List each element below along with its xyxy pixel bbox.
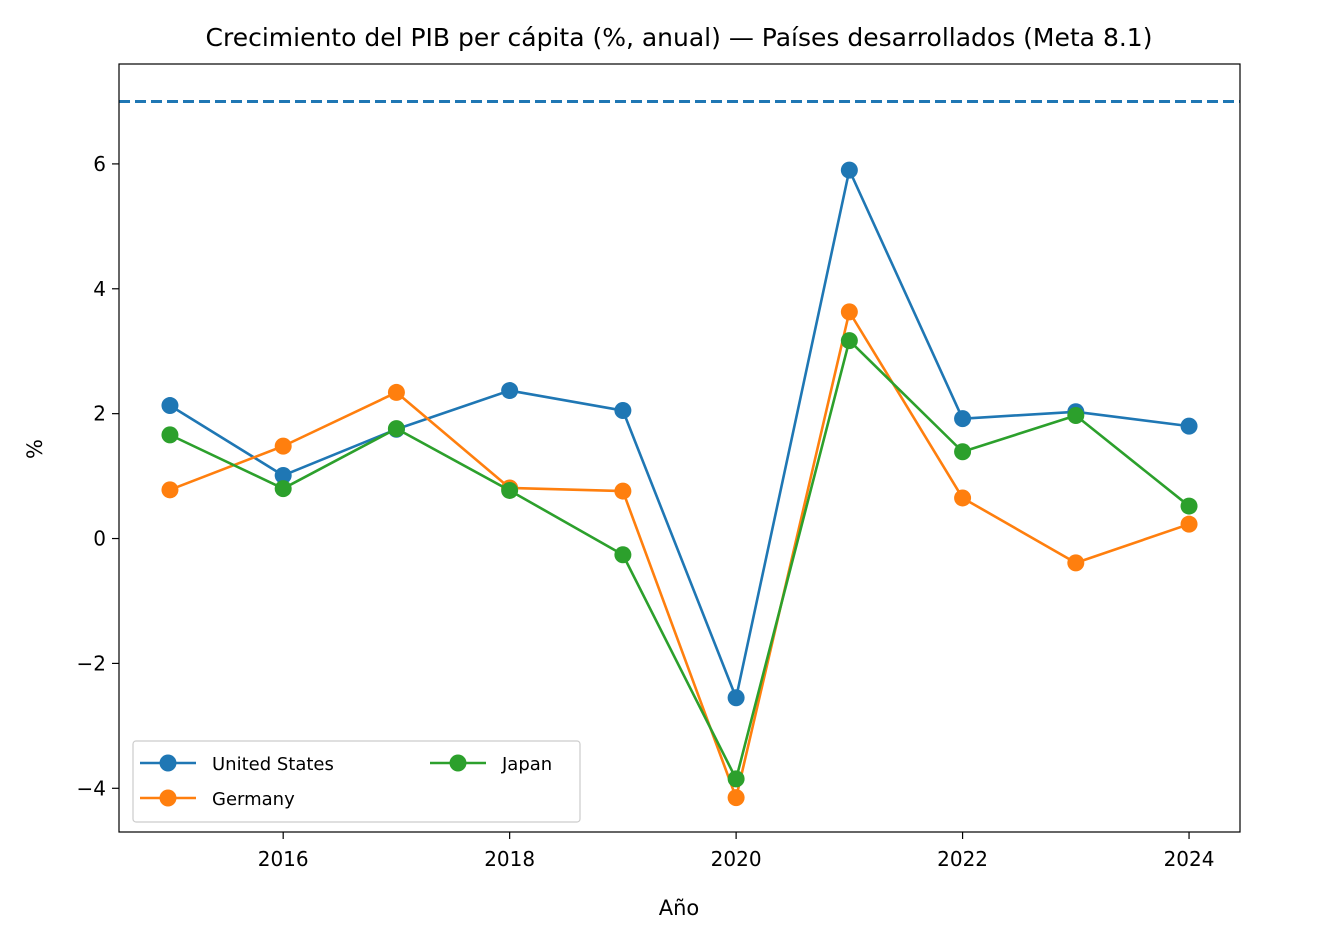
- x-tick-label: 2018: [484, 847, 535, 871]
- chart-title: Crecimiento del PIB per cápita (%, anual…: [206, 23, 1153, 52]
- data-point: [614, 482, 632, 500]
- x-axis-label: Año: [659, 896, 700, 920]
- data-point: [1180, 497, 1198, 515]
- data-point: [954, 443, 972, 461]
- data-point: [161, 481, 179, 499]
- data-point: [954, 410, 972, 428]
- legend-item: Japan: [430, 754, 552, 775]
- data-point: [274, 437, 292, 455]
- data-point: [161, 397, 179, 415]
- data-point: [954, 489, 972, 507]
- legend-label: Germany: [212, 789, 295, 810]
- series-united-states: [161, 161, 1198, 707]
- data-point: [1180, 417, 1198, 435]
- x-tick-label: 2024: [1164, 847, 1215, 871]
- data-point: [274, 480, 292, 498]
- data-point: [614, 402, 632, 420]
- y-tick-label: 0: [93, 527, 106, 551]
- data-point: [1067, 554, 1085, 572]
- y-tick-label: 4: [93, 277, 106, 301]
- legend-label: Japan: [501, 754, 552, 775]
- series-layer: [161, 161, 1198, 807]
- y-tick-label: 2: [93, 402, 106, 426]
- y-tick-label: −2: [77, 651, 106, 675]
- legend-swatch-marker: [159, 789, 177, 807]
- data-point: [727, 689, 745, 707]
- data-point: [274, 466, 292, 484]
- legend-item: Germany: [140, 789, 295, 810]
- legend: United States Germany Japan: [132, 740, 581, 823]
- x-tick-label: 2022: [937, 847, 988, 871]
- data-point: [1067, 407, 1085, 425]
- data-point: [840, 161, 858, 179]
- data-point: [840, 303, 858, 321]
- plot-area: [119, 64, 1240, 832]
- plot-frame: [119, 64, 1240, 832]
- x-axis-ticks: 2016 2018 2020 2022 2024: [258, 832, 1215, 871]
- data-point: [727, 789, 745, 807]
- data-point: [614, 546, 632, 564]
- y-tick-label: −4: [77, 776, 106, 800]
- data-point: [840, 332, 858, 350]
- series-line: [169, 168, 1190, 700]
- data-point: [1180, 515, 1198, 533]
- x-tick-label: 2020: [711, 847, 762, 871]
- series-line: [169, 339, 1190, 781]
- series-line: [169, 310, 1190, 799]
- data-point: [501, 382, 519, 400]
- data-point: [727, 770, 745, 788]
- y-axis-label: %: [23, 439, 47, 459]
- legend-item: United States: [140, 754, 334, 775]
- data-point: [161, 426, 179, 444]
- data-point: [387, 383, 405, 401]
- y-axis-ticks: −4 −2 0 2 4 6: [77, 152, 119, 800]
- plot-border: [118, 63, 1241, 833]
- y-tick-label: 6: [93, 152, 106, 176]
- data-point: [501, 481, 519, 499]
- legend-swatch-marker: [159, 754, 177, 772]
- x-tick-label: 2016: [258, 847, 309, 871]
- legend-swatch-marker: [449, 754, 467, 772]
- data-point: [387, 420, 405, 438]
- legend-box: [132, 740, 581, 823]
- series-japan: [161, 332, 1198, 788]
- legend-label: United States: [212, 754, 334, 775]
